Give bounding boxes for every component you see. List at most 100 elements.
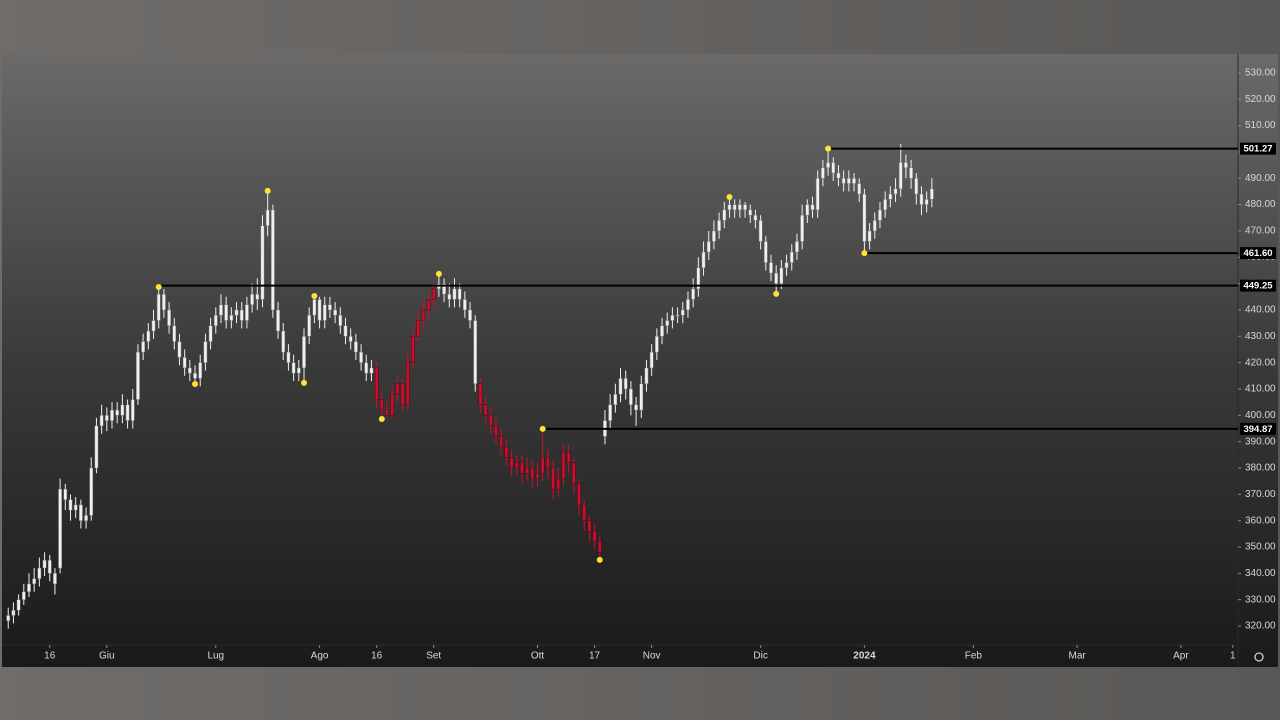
candle-body <box>914 178 919 195</box>
candle-body <box>364 362 369 374</box>
candle-body <box>322 304 327 321</box>
y-tick-label: 320.00 <box>1245 621 1276 632</box>
y-tick-label: 340.00 <box>1245 568 1276 579</box>
candle-body <box>473 320 478 384</box>
candle-body <box>395 383 400 395</box>
candle-body <box>763 241 768 263</box>
candle-body <box>587 520 592 532</box>
candle-body <box>717 220 721 232</box>
candle-body <box>841 178 846 184</box>
level-label: 394.87 <box>1243 424 1272 435</box>
pivot-dot <box>773 290 780 297</box>
candle-body <box>359 351 363 363</box>
candle-body <box>32 578 37 585</box>
y-tick-label: 440.00 <box>1245 305 1276 316</box>
candle-body <box>924 199 929 205</box>
level-label: 501.27 <box>1243 144 1272 155</box>
candle-body <box>904 162 908 168</box>
y-tick-label: 350.00 <box>1245 542 1276 553</box>
candle-body <box>53 573 57 585</box>
candle-body <box>151 320 156 332</box>
candle-body <box>468 309 472 321</box>
candle-body <box>509 457 514 469</box>
candle-body <box>104 415 109 421</box>
x-tick-label: Mar <box>1069 651 1087 662</box>
candle-body <box>260 225 265 300</box>
y-tick-label: 360.00 <box>1245 515 1276 526</box>
candle-body <box>84 515 88 521</box>
candle-body <box>821 167 825 179</box>
candle-body <box>478 383 483 406</box>
candle-body <box>379 399 384 411</box>
candle-body <box>566 451 571 463</box>
candle-body <box>857 183 862 195</box>
candle-body <box>177 341 182 358</box>
candle-body <box>696 267 701 290</box>
candle-body <box>769 262 773 274</box>
candle-body <box>862 193 867 242</box>
candle-body <box>354 341 358 353</box>
candle-body <box>328 304 332 311</box>
candle-body <box>644 367 649 384</box>
candle-body <box>21 591 26 600</box>
candle-body <box>810 204 815 211</box>
candle-body <box>291 362 296 374</box>
candle-body <box>815 178 820 211</box>
candle-body <box>789 251 794 263</box>
candle-body <box>488 415 493 427</box>
candle-body <box>47 559 52 574</box>
chart-panel <box>2 54 1278 667</box>
candle-body <box>893 188 898 195</box>
candle-body <box>385 409 389 416</box>
candle-body <box>416 320 421 337</box>
candle-body <box>125 404 130 421</box>
candle-body <box>462 299 467 311</box>
candle-body <box>348 336 353 342</box>
candle-body <box>333 309 337 316</box>
candle-body <box>167 309 171 327</box>
x-tick-label: Dic <box>753 651 767 662</box>
level-label: 449.25 <box>1243 281 1273 292</box>
candle-body <box>338 314 343 327</box>
y-tick-label: 370.00 <box>1245 489 1276 500</box>
candle-body <box>431 288 436 300</box>
y-tick-label: 470.00 <box>1245 226 1276 237</box>
y-tick-label: 410.00 <box>1245 384 1276 395</box>
candle-body <box>525 467 529 474</box>
pivot-dot <box>311 293 318 300</box>
candle-body <box>115 409 120 416</box>
candle-body <box>546 457 550 469</box>
candle-body <box>442 283 446 295</box>
candle-body <box>58 488 62 569</box>
y-tick-label: 380.00 <box>1245 463 1276 474</box>
x-tick-label: 16 <box>371 651 383 662</box>
candle-body <box>774 272 779 284</box>
y-tick-label: 490.00 <box>1245 173 1276 184</box>
candle-body <box>483 404 488 416</box>
candle-body <box>514 462 519 469</box>
x-tick-label: Giu <box>99 651 115 662</box>
y-tick-label: 510.00 <box>1245 120 1276 131</box>
candle-body <box>156 293 161 321</box>
candle-body <box>909 167 913 179</box>
candle-body <box>670 314 675 321</box>
pivot-dot <box>300 379 307 386</box>
settings-icon[interactable] <box>1254 652 1264 662</box>
candle-body <box>447 293 452 300</box>
candle-body <box>343 325 348 337</box>
candle-body <box>457 288 462 300</box>
candle-body <box>929 188 934 200</box>
candle-body <box>110 409 114 421</box>
candle-body <box>120 404 125 416</box>
candle-body <box>784 262 789 269</box>
candle-body <box>208 325 213 342</box>
y-tick-label: 390.00 <box>1245 436 1276 447</box>
candle-body <box>281 330 286 353</box>
candle-body <box>504 446 509 458</box>
candle-body <box>369 367 374 374</box>
candle-body <box>805 204 810 216</box>
x-tick-label: 16 <box>44 651 56 662</box>
candle-body <box>722 209 727 221</box>
y-tick-label: 420.00 <box>1245 357 1276 368</box>
candle-body <box>878 209 882 221</box>
